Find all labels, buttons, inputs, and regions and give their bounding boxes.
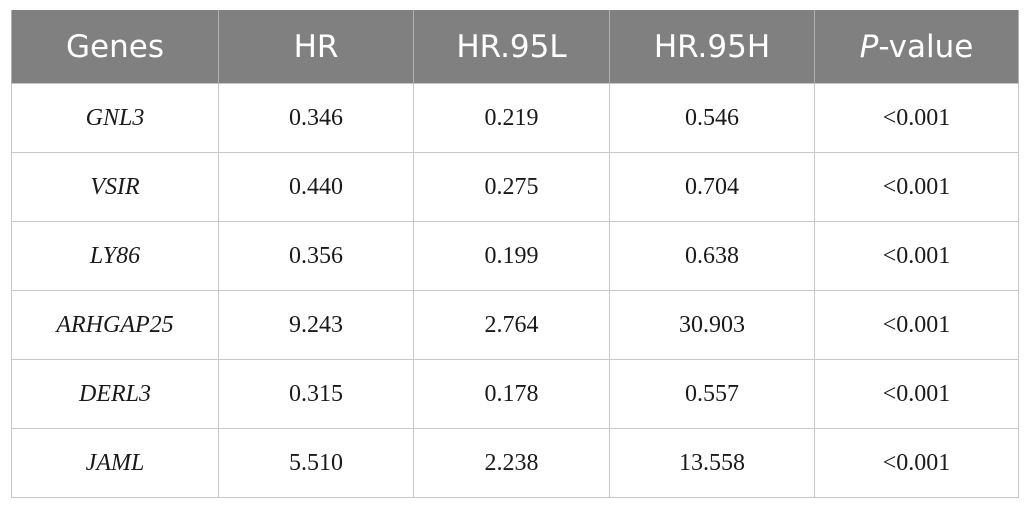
p-value-cell: <0.001 [814,221,1019,291]
p-value-cell: <0.001 [814,152,1019,222]
hr95h-cell: 0.638 [609,221,815,291]
hr95h-cell: 0.557 [609,359,815,429]
p-value-cell: <0.001 [814,428,1019,498]
header-p-value: P-value [814,10,1019,84]
header-hr: HR [218,10,414,84]
table-row: DERL3 0.315 0.178 0.557 <0.001 [11,359,1019,429]
hr-cell: 0.346 [218,83,414,153]
hr95l-cell: 0.178 [413,359,610,429]
table-row: VSIR 0.440 0.275 0.704 <0.001 [11,152,1019,222]
hr95h-cell: 0.546 [609,83,815,153]
table-row: LY86 0.356 0.199 0.638 <0.001 [11,221,1019,291]
gene-cell: LY86 [11,221,219,291]
hr95l-cell: 2.764 [413,290,610,360]
hr95l-cell: 0.275 [413,152,610,222]
hr95h-cell: 30.903 [609,290,815,360]
gene-cell: GNL3 [11,83,219,153]
header-row: Genes HR HR.95L HR.95H P-value [11,10,1019,84]
hr95l-cell: 0.219 [413,83,610,153]
hr-cell: 5.510 [218,428,414,498]
table-row: ARHGAP25 9.243 2.764 30.903 <0.001 [11,290,1019,360]
gene-cell: VSIR [11,152,219,222]
hr-cell: 0.440 [218,152,414,222]
table-row: GNL3 0.346 0.219 0.546 <0.001 [11,83,1019,153]
hr95h-cell: 0.704 [609,152,815,222]
header-p-suffix: -value [878,28,974,65]
hr95l-cell: 0.199 [413,221,610,291]
p-value-cell: <0.001 [814,290,1019,360]
hr95h-cell: 13.558 [609,428,815,498]
header-hr95h: HR.95H [609,10,815,84]
hr-cell: 0.315 [218,359,414,429]
results-table: Genes HR HR.95L HR.95H P-value GNL3 0.34… [11,10,1019,498]
gene-cell: ARHGAP25 [11,290,219,360]
hr-cell: 0.356 [218,221,414,291]
p-value-cell: <0.001 [814,83,1019,153]
gene-cell: JAML [11,428,219,498]
gene-cell: DERL3 [11,359,219,429]
table-row: JAML 5.510 2.238 13.558 <0.001 [11,428,1019,498]
header-p-letter: P [859,28,879,65]
hr-cell: 9.243 [218,290,414,360]
header-genes: Genes [11,10,219,84]
p-value-cell: <0.001 [814,359,1019,429]
header-hr95l: HR.95L [413,10,610,84]
hr95l-cell: 2.238 [413,428,610,498]
